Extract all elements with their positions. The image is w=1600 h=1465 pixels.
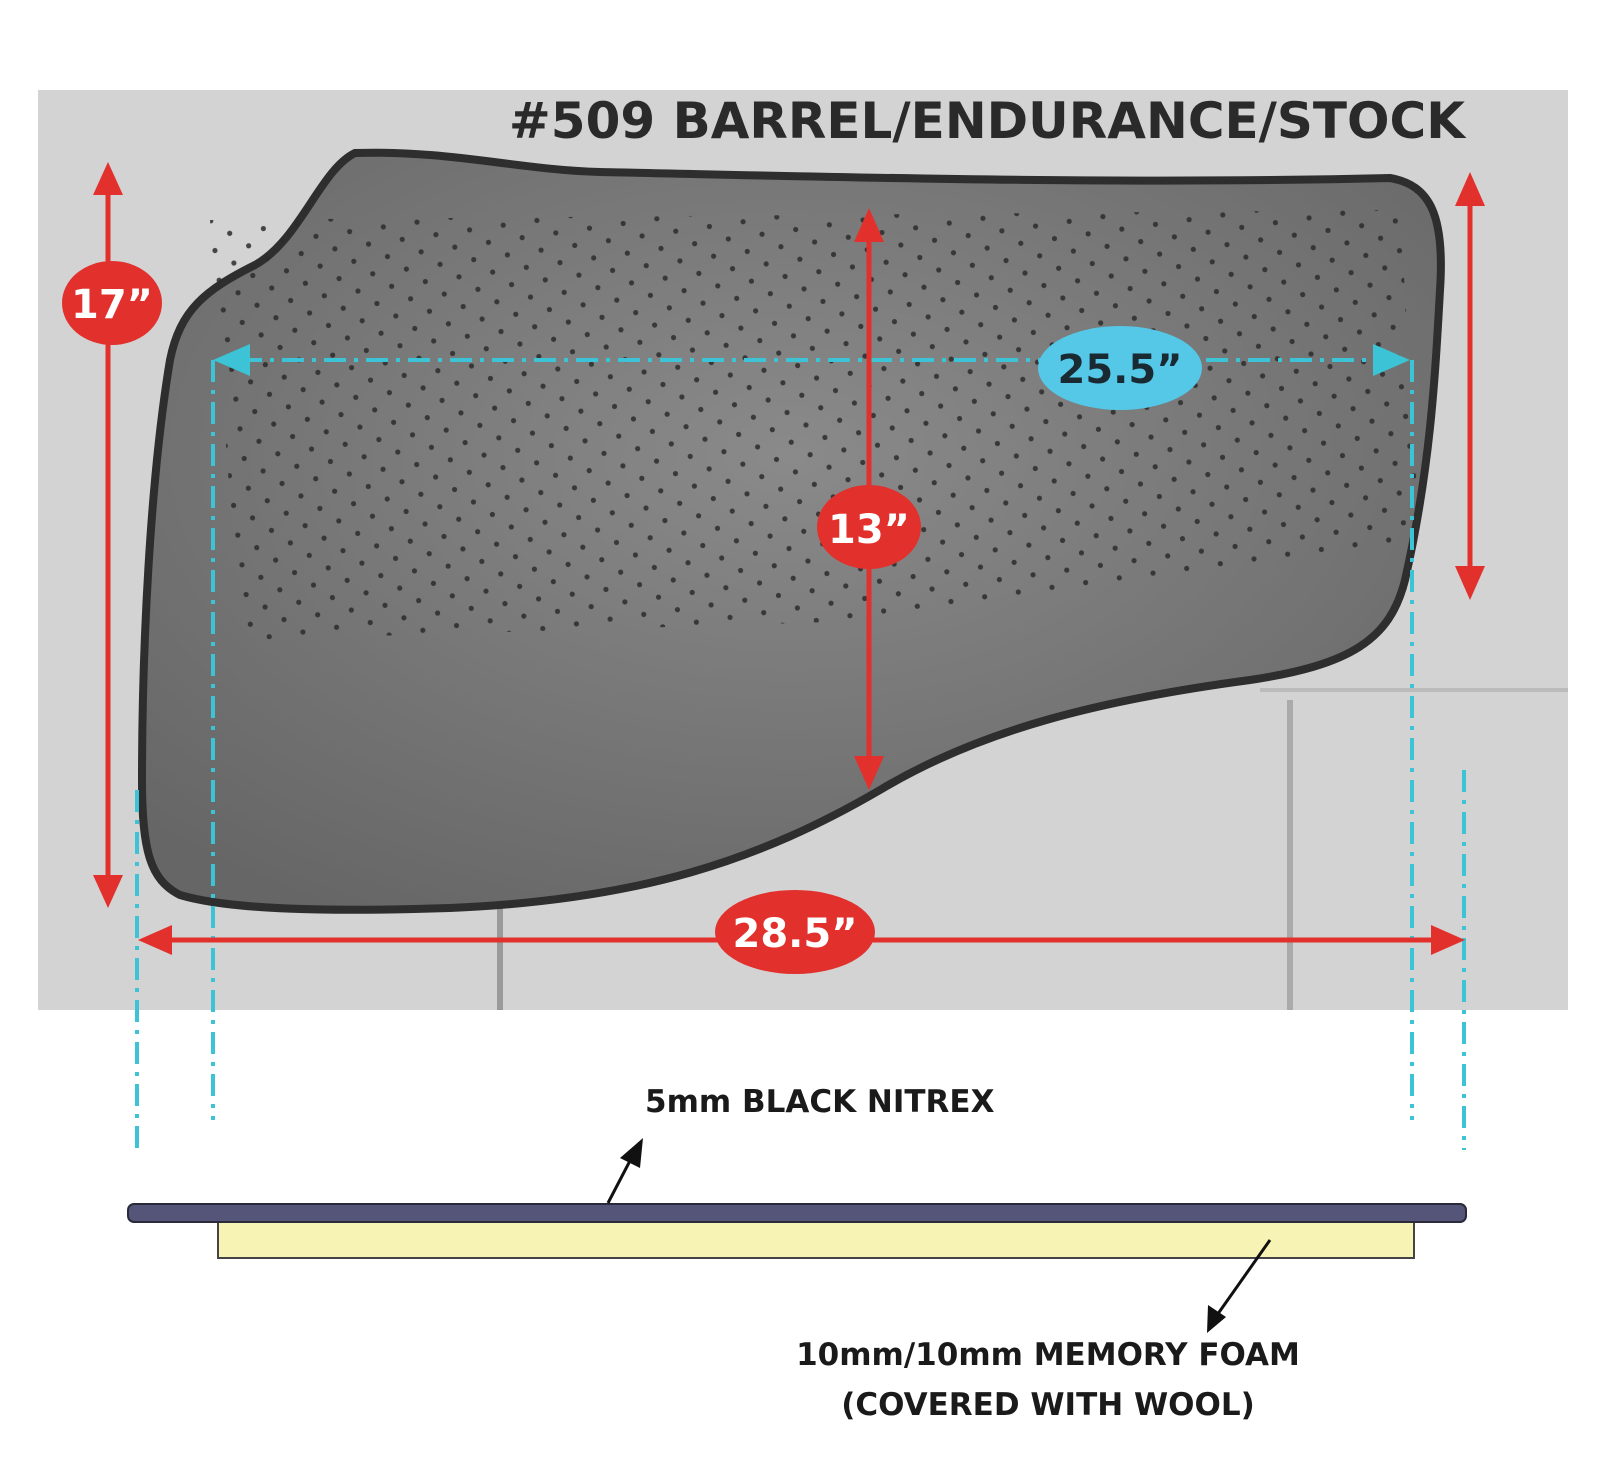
arrowhead-right-icon bbox=[1373, 344, 1410, 376]
foam-label-line1: 10mm/10mm MEMORY FOAM bbox=[796, 1337, 1300, 1373]
nitrex-label: 5mm BLACK NITREX bbox=[645, 1084, 995, 1120]
label-28-5in: 28.5” bbox=[715, 890, 875, 974]
svg-text:13”: 13” bbox=[828, 507, 910, 553]
label-13in: 13” bbox=[817, 485, 921, 569]
callout-arrows bbox=[606, 1138, 1272, 1333]
foam-label-line2: (COVERED WITH WOOL) bbox=[841, 1387, 1255, 1423]
nitrex-layer bbox=[127, 1203, 1467, 1223]
width-guides bbox=[135, 358, 1466, 1150]
svg-text:25.5”: 25.5” bbox=[1058, 347, 1183, 393]
label-25-5in: 25.5” bbox=[1038, 326, 1202, 410]
diagram-title: #509 BARREL/ENDURANCE/STOCK bbox=[509, 92, 1467, 150]
svg-text:28.5”: 28.5” bbox=[733, 911, 858, 957]
label-17in: 17” bbox=[62, 261, 162, 345]
perforation-pattern bbox=[210, 210, 1420, 640]
svg-text:17”: 17” bbox=[71, 282, 153, 328]
dimension-arrows bbox=[93, 162, 1485, 955]
arrowhead-left-icon bbox=[213, 344, 250, 376]
foam-layer bbox=[217, 1220, 1415, 1259]
